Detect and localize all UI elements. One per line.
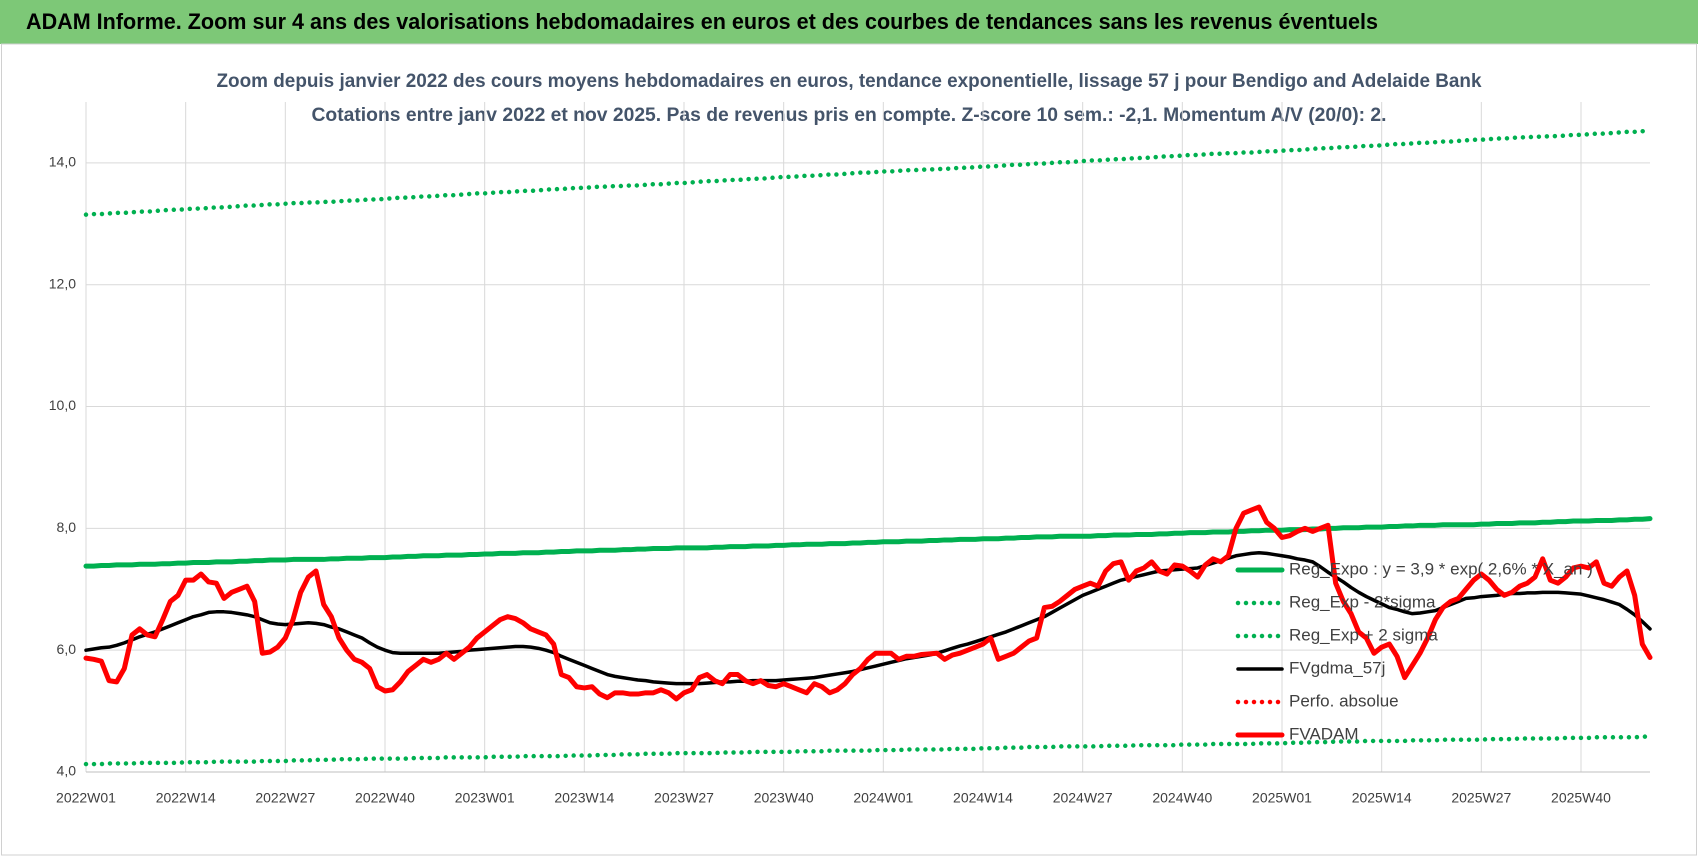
x-tick-label: 2024W14 <box>953 790 1013 806</box>
y-tick-label: 12,0 <box>49 275 76 291</box>
x-tick-label: 2025W14 <box>1352 790 1412 806</box>
x-tick-label: 2023W14 <box>554 790 614 806</box>
x-tick-label: 2025W40 <box>1551 790 1611 806</box>
y-tick-label: 10,0 <box>49 397 76 413</box>
legend-label: Reg_Exp - 2*sigma <box>1289 592 1436 611</box>
legend-label: Perfo. absolue <box>1289 691 1399 710</box>
x-tick-label: 2023W40 <box>754 790 814 806</box>
x-tick-label: 2022W27 <box>255 790 315 806</box>
x-tick-label: 2024W40 <box>1152 790 1212 806</box>
x-tick-label: 2022W01 <box>56 790 116 806</box>
chart-frame <box>1 43 1697 856</box>
grid: 4,0 6,0 8,0 10,0 12,0 14,0 2022W01 2022W14 2022W… <box>49 102 1650 806</box>
legend-label: Reg_Exp + 2 sigma <box>1289 625 1438 644</box>
x-tick-label: 2022W40 <box>355 790 415 806</box>
series-line <box>83 734 1653 767</box>
x-tick-label: 2024W01 <box>853 790 913 806</box>
y-tick-label: 8,0 <box>57 519 77 535</box>
x-tick-label: 2025W27 <box>1451 790 1511 806</box>
series-line <box>83 128 1653 217</box>
banner <box>0 0 1698 44</box>
y-tick-label: 4,0 <box>57 763 77 779</box>
legend-label: FVADAM <box>1289 724 1359 743</box>
legend: Reg_Expo : y = 3,9 * exp( 2,6% * X_an ) R… <box>1235 559 1593 743</box>
legend-label: Reg_Expo : y = 3,9 * exp( 2,6% * X_an ) <box>1289 559 1593 578</box>
x-tick-label: 2024W27 <box>1053 790 1113 806</box>
series-line <box>84 550 1652 686</box>
series-line <box>83 504 1653 702</box>
plot <box>83 128 1653 767</box>
chart-title: Zoom depuis janvier 2022 des cours moyen… <box>217 71 1482 92</box>
legend-label: FVgdma_57j <box>1289 658 1385 677</box>
y-tick-label: 6,0 <box>57 641 77 657</box>
x-tick-label: 2025W01 <box>1252 790 1312 806</box>
series-line <box>83 516 1653 569</box>
x-tick-label: 2022W14 <box>156 790 216 806</box>
x-tick-label: 2023W27 <box>654 790 714 806</box>
y-tick-label: 14,0 <box>49 154 76 170</box>
x-tick-label: 2023W01 <box>455 790 515 806</box>
page-title: ADAM Informe. Zoom sur 4 ans des valoris… <box>26 9 1378 34</box>
chart-subtitle: Cotations entre janv 2022 et nov 2025. P… <box>312 105 1387 126</box>
